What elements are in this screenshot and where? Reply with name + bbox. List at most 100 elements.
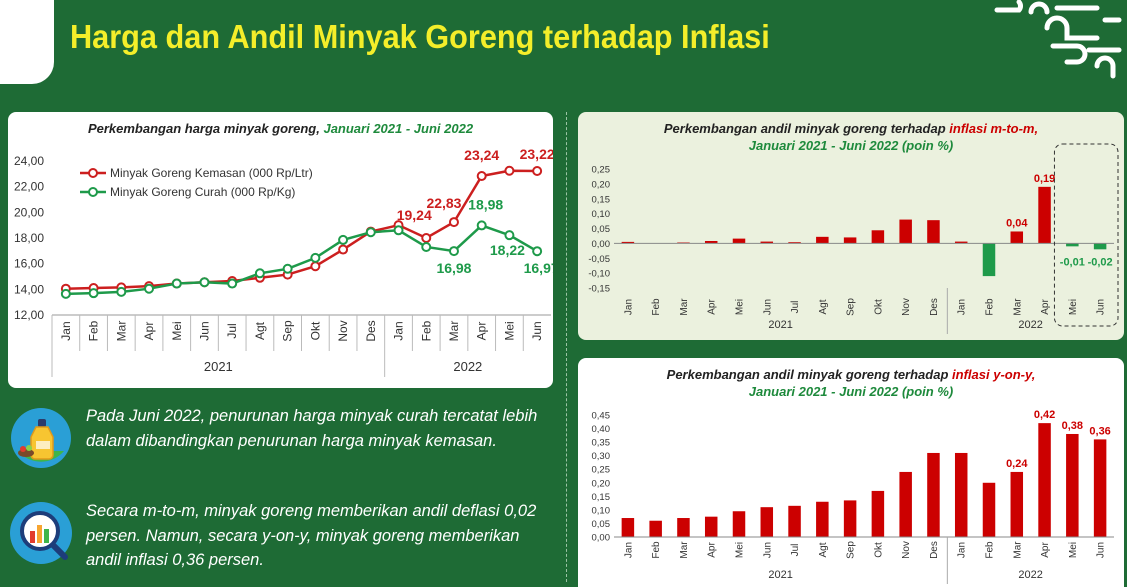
x-tick-label: Sep (281, 320, 295, 342)
data-point (532, 246, 543, 257)
group-label: 2021 (204, 359, 233, 374)
mtm-chart-title: Perkembangan andil minyak goreng terhada… (578, 120, 1124, 154)
x-tick-label: Nov (336, 320, 350, 341)
y-tick-label: 0,20 (592, 179, 611, 190)
data-point (448, 217, 459, 228)
data-point (448, 246, 459, 257)
x-tick-label: Mar (1012, 541, 1023, 559)
x-tick-label: Des (929, 541, 940, 559)
y-tick-label: 0,25 (592, 465, 611, 476)
yoy-chart-title-main: Perkembangan andil minyak goreng terhada… (666, 367, 949, 382)
group-label: 2022 (1018, 569, 1042, 581)
page-title: Harga dan Andil Minyak Goreng terhadap I… (70, 18, 770, 55)
group-label: 2021 (768, 569, 792, 581)
bar (816, 501, 829, 537)
bar (732, 238, 746, 244)
y-tick-label: 18,00 (14, 231, 44, 245)
data-point (421, 233, 432, 243)
x-tick-label: Apr (475, 322, 489, 341)
bar (871, 230, 885, 244)
y-tick-label: 0,35 (592, 438, 611, 449)
data-point (310, 261, 321, 272)
highlight-box (1053, 143, 1119, 327)
y-tick-label: 0,45 (592, 411, 611, 422)
x-tick-label: Mar (679, 541, 690, 559)
data-label: 23,24 (464, 147, 499, 163)
data-label: 0,42 (1034, 409, 1055, 421)
y-tick-label: -0,05 (588, 254, 610, 265)
yoy-chart-title-highlight: inflasi y-on-y, (952, 367, 1036, 382)
data-label: 0,36 (1089, 425, 1110, 437)
bar (954, 452, 968, 537)
yoy-chart-title-period: Januari 2021 - Juni 2022 (poin %) (748, 384, 954, 399)
x-tick-label: Sep (846, 541, 857, 559)
bar (1066, 243, 1079, 247)
mtm-chart-title-period: Januari 2021 - Juni 2022 (poin %) (748, 138, 954, 153)
x-tick-label: Okt (873, 542, 884, 558)
chart-magnifier-icon (10, 502, 72, 564)
bar (1038, 423, 1051, 537)
data-point (88, 288, 99, 299)
note-1: Pada Juni 2022, penurunan harga minyak c… (86, 407, 538, 450)
x-tick-label: Mei (735, 299, 746, 315)
y-tick-label: 0,00 (592, 533, 611, 544)
data-point (421, 241, 432, 252)
x-tick-label: Apr (142, 322, 156, 341)
y-tick-label: 14,00 (14, 282, 44, 296)
price-line-chart: 12,00 14,00 16,00 18,00 20,00 22,00 24,00 Jan Fe… (14, 146, 553, 377)
group-label: 2021 (768, 319, 792, 331)
data-label: 0,19 (1034, 173, 1055, 185)
data-point (254, 268, 265, 279)
cooking-oil-icon (11, 408, 71, 468)
x-tick-label: Mar (447, 321, 461, 342)
data-point (310, 252, 321, 263)
bar (843, 500, 857, 537)
data-point (338, 234, 349, 245)
dashed-divider (566, 112, 567, 582)
legend-label: Minyak Goreng Kemasan (000 Rp/Ltr) (110, 166, 313, 180)
bar (927, 220, 940, 244)
x-tick-label: Feb (651, 541, 662, 559)
data-point (199, 277, 210, 288)
x-tick-label: Jan (957, 542, 968, 558)
bar (677, 518, 690, 537)
x-tick-label: Agt (253, 321, 267, 340)
bar (760, 241, 774, 244)
bar (899, 471, 912, 537)
y-tick-label: 0,20 (592, 478, 611, 489)
x-tick-label: Agt (818, 299, 829, 314)
bar (954, 241, 968, 244)
y-tick-label: 16,00 (14, 257, 44, 271)
data-point (227, 278, 238, 289)
x-tick-label: Apr (707, 299, 718, 315)
mtm-bar-chart: -0,15 -0,10 -0,05 0,00 0,05 0,10 0,15 0,20 0,25 J… (588, 143, 1119, 334)
legend-label: Minyak Goreng Curah (000 Rp/Kg) (110, 185, 295, 199)
bar (899, 219, 912, 244)
x-tick-label: Feb (985, 298, 996, 316)
bar (788, 242, 801, 244)
x-tick-label: Mar (679, 298, 690, 316)
bar (843, 237, 857, 244)
x-tick-label: Okt (308, 321, 322, 340)
bar (927, 452, 940, 537)
legend-swatch-marker (88, 187, 98, 197)
price-chart-title-main: Perkembangan harga minyak goreng, (87, 121, 320, 136)
bar (1093, 439, 1107, 537)
data-point (504, 230, 515, 241)
x-tick-label: Jun (197, 321, 211, 340)
data-point (476, 171, 487, 182)
bar (816, 236, 829, 244)
bar (649, 520, 662, 537)
data-point (393, 225, 404, 236)
data-label: 18,22 (490, 242, 525, 258)
x-tick-label: Nov (901, 298, 912, 316)
bar (788, 505, 801, 537)
x-tick-label: Jun (762, 542, 773, 558)
data-label: 19,24 (397, 207, 432, 223)
data-point (476, 220, 487, 231)
group-label: 2022 (1018, 319, 1042, 331)
data-point (504, 165, 515, 176)
group-label: 2022 (453, 359, 482, 374)
x-tick-label: Feb (651, 298, 662, 316)
x-tick-label: Apr (707, 542, 718, 558)
